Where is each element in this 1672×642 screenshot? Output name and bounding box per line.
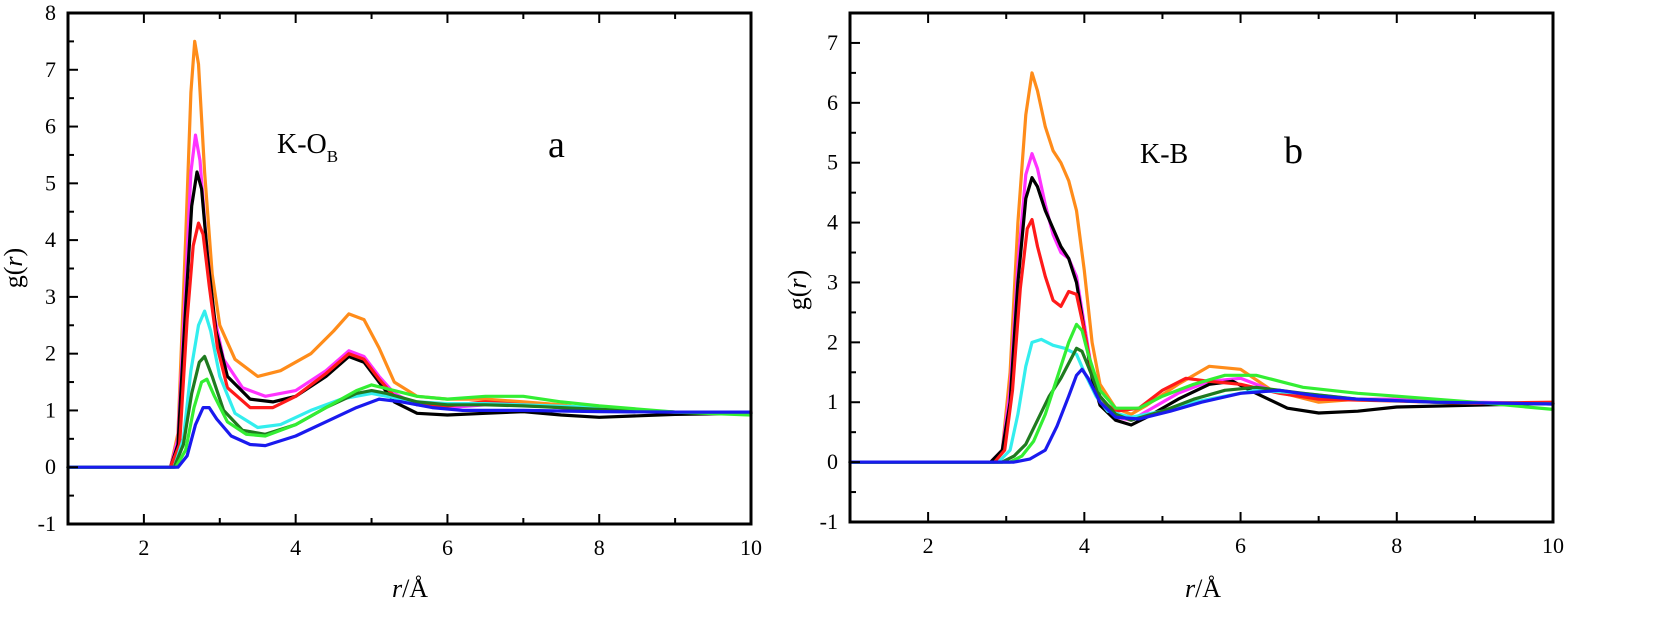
panel-a-y-tick-label: 8 <box>45 0 56 25</box>
panel-b-y-tick-label: 7 <box>827 30 838 55</box>
panel-a-series-line-2 <box>66 170 753 469</box>
panel-b-x-tick-label: 10 <box>1542 533 1564 558</box>
panel-a-x-tick-label: 4 <box>290 535 301 560</box>
panel-a-series-line-7 <box>66 397 753 469</box>
panel-a-x-tick-label: 10 <box>740 535 762 560</box>
panel-a-ylabel-pre: g( <box>0 267 28 289</box>
panel-b-y-tick-label: 6 <box>827 90 838 115</box>
panel-b-frame <box>848 11 1555 524</box>
panel-b-x-tick-label: 4 <box>1079 533 1090 558</box>
panel-b-ylabel-pre: g( <box>783 289 812 311</box>
panel-a-xlabel: r/Å <box>392 574 428 603</box>
panel-a-annotation-main: K-O <box>277 129 327 160</box>
panel-a-ylabel-post: ) <box>0 248 28 257</box>
panel-a-series-line-1 <box>66 133 753 469</box>
panel-b-y-tick-label: 3 <box>827 269 838 294</box>
panel-a-y-tick-label: 6 <box>45 114 56 139</box>
panel-a-ylabel: g(r) <box>0 248 28 288</box>
panel-b-annotation: K-B <box>1140 139 1188 170</box>
panel-b-series-line-3 <box>848 218 1555 464</box>
panel-a-annotation-sub: B <box>327 147 338 166</box>
panel-b-ylabel-post: ) <box>783 270 812 279</box>
panel-a-label: a <box>548 124 565 166</box>
panel-b-y-tick-label: 5 <box>827 150 838 175</box>
panel-a-y-tick-label: 3 <box>45 284 56 309</box>
panel-b-ticks: 2 4 6 8 10 -1 0 1 2 3 4 5 6 7 <box>820 12 1564 558</box>
panel-b-y-tick-label: 0 <box>827 449 838 474</box>
panel-a-y-tick-label: 5 <box>45 170 56 195</box>
panel-a-xlabel-unit: /Å <box>402 574 428 603</box>
panel-b-series-line-2 <box>848 176 1555 464</box>
panel-b-x-tick-label: 2 <box>923 533 934 558</box>
panel-b-annotation-main: K-B <box>1140 139 1188 170</box>
panel-a-x-tick-label: 2 <box>138 535 149 560</box>
panel-a-y-tick-label: -1 <box>38 511 56 536</box>
panel-b-xlabel: r/Å <box>1185 574 1221 603</box>
panel-a-y-tick-label: 2 <box>45 341 56 366</box>
panel-b-y-tick-label: -1 <box>820 509 838 534</box>
panel-a-y-tick-label: 4 <box>45 227 56 252</box>
panel-b-y-tick-label: 4 <box>827 210 838 235</box>
panel-a-y-tick-label: 7 <box>45 57 56 82</box>
panel-a-frame <box>66 11 753 526</box>
panel-b-ylabel: g(r) <box>783 270 812 310</box>
panel-a-series <box>66 39 753 469</box>
panel-a-series-line-3 <box>66 221 753 469</box>
panel-b-xlabel-unit: /Å <box>1195 574 1221 603</box>
panel-b-series-line-6 <box>848 322 1555 464</box>
panel-b-y-tick-label: 1 <box>827 389 838 414</box>
panel-b-series <box>848 71 1555 464</box>
panel-b-y-tick-label: 2 <box>827 329 838 354</box>
panel-a-xlabel-var: r <box>392 574 403 603</box>
panel-b-ylabel-var: r <box>783 278 812 289</box>
panel-a-x-tick-label: 8 <box>594 535 605 560</box>
panel-a-series-line-6 <box>66 377 753 469</box>
panel-b-series-line-1 <box>848 152 1555 464</box>
panel-a-ticks: 2 4 6 8 10 -1 0 1 2 3 4 5 6 7 8 <box>38 0 762 560</box>
panel-b-x-tick-label: 6 <box>1235 533 1246 558</box>
panel-b-label: b <box>1284 130 1303 172</box>
panel-a-series-line-4 <box>66 309 753 469</box>
panel-a-x-tick-label: 6 <box>442 535 453 560</box>
panel-a-y-tick-label: 0 <box>45 454 56 479</box>
panel-a-ylabel-var: r <box>0 256 28 267</box>
panel-a-annotation: K-OB <box>277 129 338 166</box>
panel-a-series-line-0 <box>66 39 753 469</box>
panel-a-y-tick-label: 1 <box>45 397 56 422</box>
panel-b-xlabel-var: r <box>1185 574 1196 603</box>
panel-b-series-line-7 <box>848 367 1555 464</box>
panel-b-x-tick-label: 8 <box>1391 533 1402 558</box>
